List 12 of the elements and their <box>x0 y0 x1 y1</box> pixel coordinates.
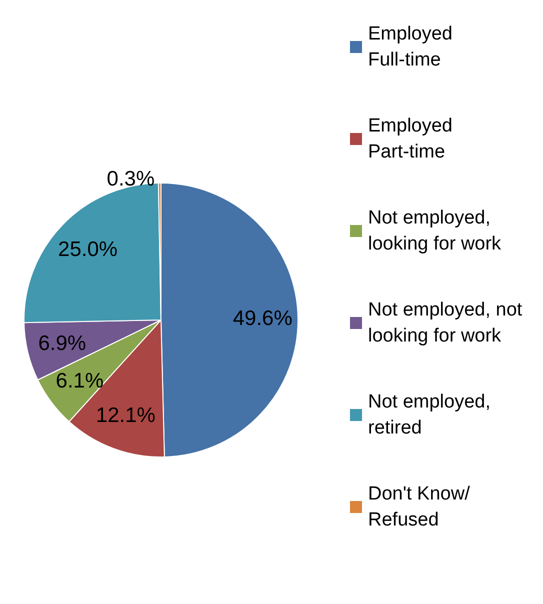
data-label: 0.3% <box>106 168 155 191</box>
legend-label: Not employed, looking for work <box>368 208 502 254</box>
legend-label: Employed Full-time <box>368 24 458 70</box>
legend-label: Don't Know/Refused <box>368 484 471 530</box>
legend-label: Not employed, not looking for work <box>368 300 528 346</box>
legend-label: Not employed, retired <box>368 392 496 438</box>
legend-label: Employed Part-time <box>368 116 458 162</box>
data-label: 6.9% <box>38 332 86 356</box>
data-label: 12.1% <box>96 404 156 427</box>
data-label: 6.1% <box>56 370 104 393</box>
data-label: 49.6% <box>232 307 292 330</box>
data-label: 25.0% <box>58 238 118 261</box>
